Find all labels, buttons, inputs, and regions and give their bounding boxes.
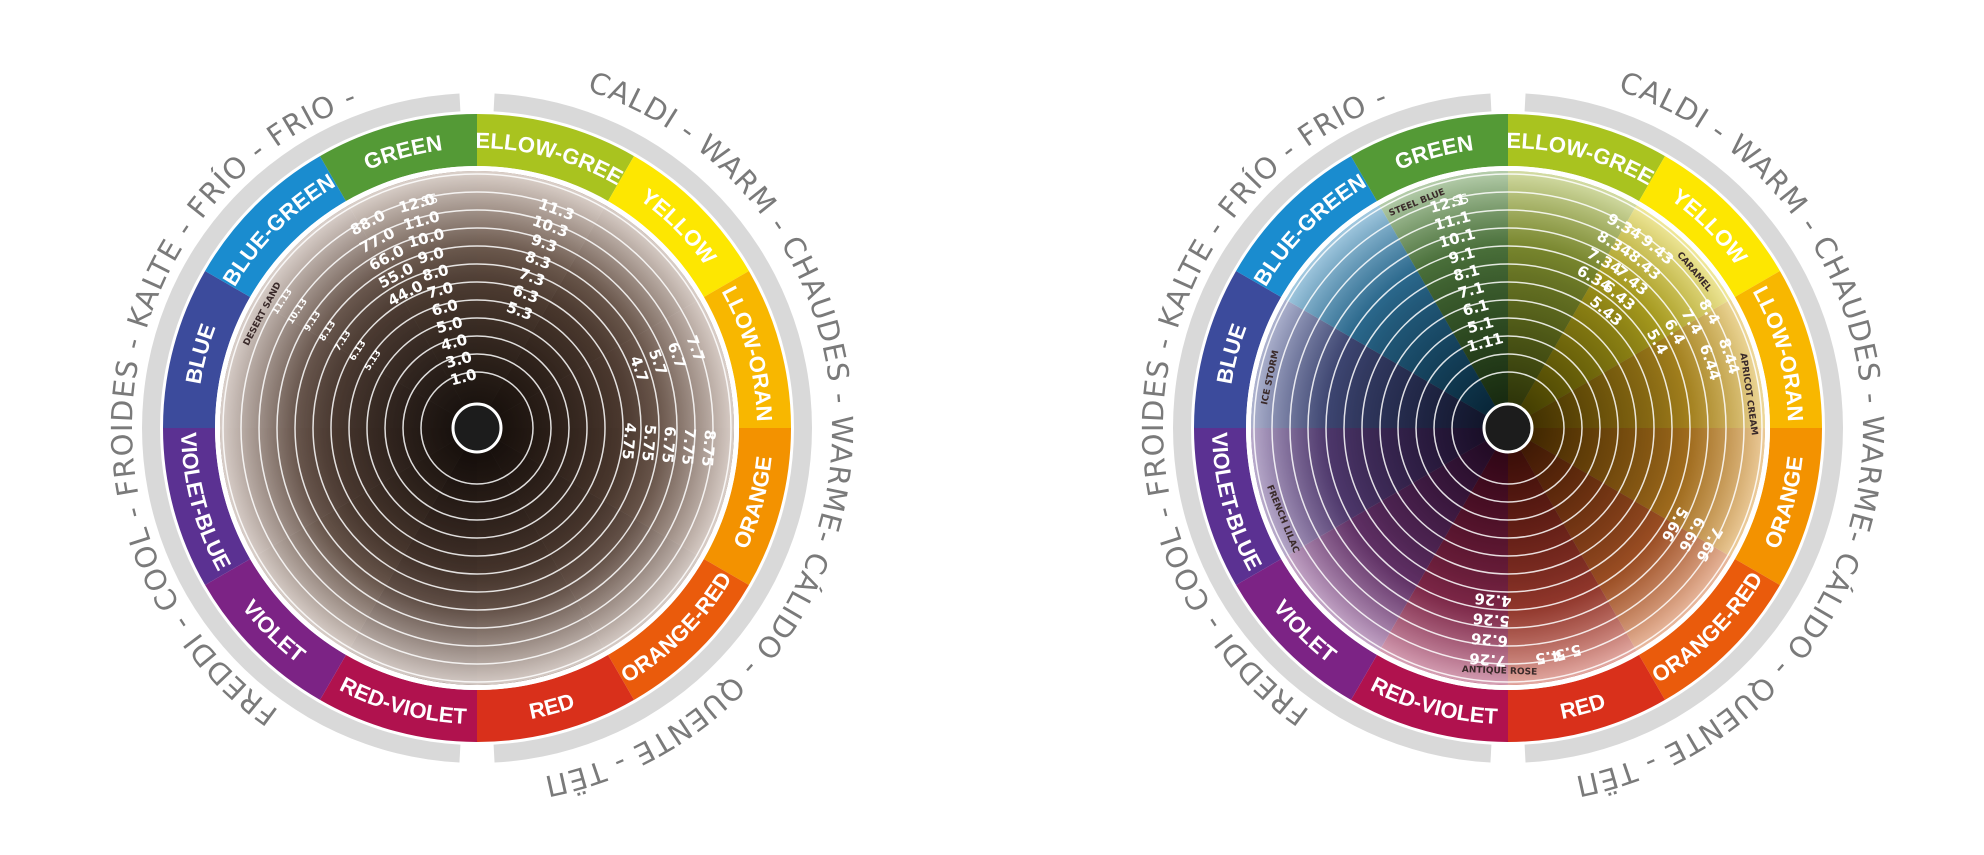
tone-ring	[420, 371, 534, 485]
hue-segment-green	[1351, 114, 1508, 202]
ss-label: SS	[1451, 192, 1471, 211]
shade-number: 8.75	[698, 429, 719, 467]
hue-segment-red-violet	[320, 654, 477, 742]
hue-segment-red	[1508, 654, 1665, 742]
tone-ring	[1307, 227, 1709, 629]
tone-ring	[276, 227, 678, 629]
tone-ring	[1361, 281, 1655, 575]
hue-segment-yellow-green	[1508, 114, 1665, 202]
hue-segment-yellow	[1639, 156, 1780, 297]
hue-segment-yellow-green	[477, 114, 634, 202]
shade-number: 5.75	[638, 424, 659, 462]
tone-ring	[1289, 209, 1727, 647]
hue-segment-yellow	[608, 156, 749, 297]
shade-number: 4.5	[1534, 646, 1563, 668]
hue-segment-yellow-orange	[703, 271, 791, 428]
tone-ring	[1253, 173, 1763, 683]
hue-segment-orange-red	[1639, 559, 1780, 700]
tone-ring	[402, 353, 552, 503]
center-hub	[451, 402, 503, 454]
tone-ring	[294, 245, 660, 611]
hue-segment-blue-green	[1236, 156, 1377, 297]
hue-segment-blue-green	[205, 156, 346, 297]
tone-ring	[330, 281, 624, 575]
tone-ring	[366, 317, 588, 539]
hue-segment-blue	[1194, 271, 1282, 428]
hue-segment-orange-red	[608, 559, 749, 700]
hue-segment-red-violet	[1351, 654, 1508, 742]
hue-segment-orange	[703, 428, 791, 585]
center-hub	[1482, 402, 1534, 454]
shade-number: 6.75	[658, 426, 679, 464]
hue-segment-violet-blue	[1194, 428, 1282, 585]
hue-segment-violet	[1236, 559, 1377, 700]
shade-number: 6.26	[1470, 629, 1508, 650]
tone-ring	[222, 173, 732, 683]
hue-segment-orange	[1734, 428, 1822, 585]
tone-ring	[258, 209, 696, 647]
shade-number: 7.26	[1469, 649, 1507, 670]
named-shade-label: ANTIQUE ROSE	[1462, 665, 1538, 678]
ss-label: SS	[420, 192, 440, 211]
tone-ring	[1271, 191, 1745, 665]
left-color-wheel: YELLOW-GREENYELLOWYELLOW-ORANGEORANGEORA…	[0, 0, 858, 803]
hue-segment-yellow-orange	[1734, 271, 1822, 428]
hue-segment-green	[320, 114, 477, 202]
shade-number: 5.26	[1472, 609, 1510, 630]
tone-ring	[1325, 245, 1691, 611]
tone-ring	[1451, 371, 1565, 485]
tone-ring	[1397, 317, 1619, 539]
tone-ring	[1433, 353, 1583, 503]
shade-number: 4.75	[618, 422, 639, 460]
tone-ring	[240, 191, 714, 665]
tone-ring	[348, 299, 606, 557]
hue-segment-violet	[205, 559, 346, 700]
tone-ring	[1415, 335, 1601, 521]
hue-segment-red	[477, 654, 634, 742]
tone-ring	[312, 263, 642, 593]
shade-number: 4.26	[1474, 589, 1512, 610]
tone-ring	[1379, 299, 1637, 557]
shade-number: 7.75	[678, 427, 699, 465]
hue-segment-blue	[163, 271, 251, 428]
tone-ring	[384, 335, 570, 521]
hue-segment-violet-blue	[163, 428, 251, 585]
tone-ring	[1343, 263, 1673, 593]
